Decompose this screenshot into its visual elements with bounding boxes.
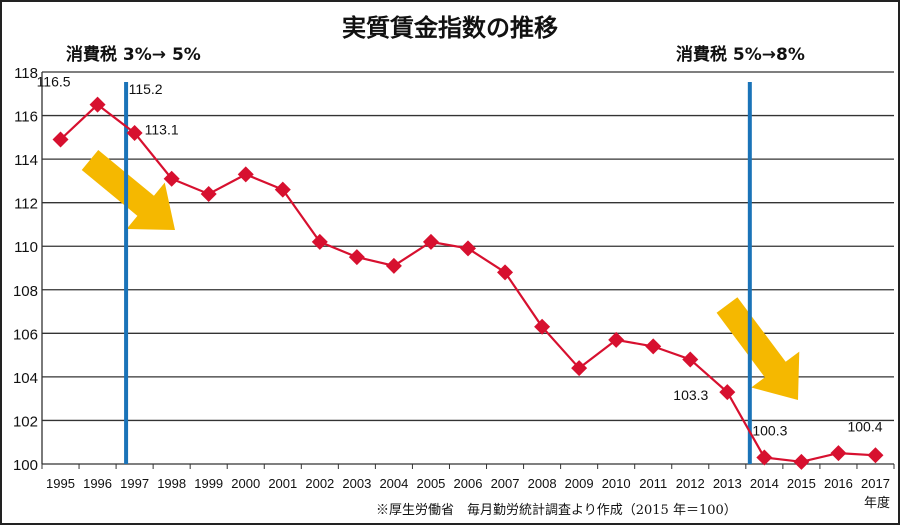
data-point-2008 [534,318,551,335]
data-point-2005 [422,233,439,250]
trend-arrow-icon [716,297,800,400]
annotation-tax-2: 消費税 5%→8% [676,44,805,65]
data-point-2000 [237,166,254,183]
data-label: 116.5 [37,74,71,90]
x-tick-label: 2017 [861,476,890,491]
y-tick-label: 118 [14,65,38,82]
annotation-tax-1: 消費税 3%→ 5% [66,44,201,65]
data-label: 113.1 [145,122,179,138]
y-tick-label: 110 [14,239,38,256]
x-tick-label: 1997 [120,476,149,491]
data-point-2006 [460,240,476,257]
x-tick-label: 2005 [416,476,445,491]
x-tick-label: 2011 [639,476,667,491]
data-point-2013 [719,384,736,401]
x-tick-label: 2008 [528,476,557,491]
x-tick-label: 2006 [454,476,483,491]
data-point-2001 [274,181,291,198]
data-point-2014 [756,449,773,466]
source-note: ※厚生労働省 毎月勤労統計調査より作成（2015 年＝100） [376,502,737,518]
data-point-1999 [200,185,217,202]
y-tick-label: 102 [13,413,38,430]
y-tick-label: 104 [13,370,38,387]
data-point-2004 [385,257,402,274]
data-point-2009 [571,360,588,377]
data-point-2016 [830,445,847,462]
data-point-2015 [793,453,810,470]
data-point-2007 [497,264,514,281]
data-point-2002 [311,233,328,250]
y-tick-label: 116 [14,109,38,126]
data-point-2010 [608,331,625,348]
x-tick-label: 2015 [787,476,816,491]
x-tick-label: 1999 [194,476,223,491]
data-point-2012 [682,351,699,368]
y-tick-label: 114 [14,152,38,169]
x-tick-label: 2009 [565,476,594,491]
y-tick-label: 106 [13,326,38,343]
data-point-1997 [126,124,143,141]
y-tick-label: 108 [13,283,38,300]
x-tick-label: 2014 [750,476,779,491]
x-tick-label: 2000 [231,476,260,491]
data-point-1998 [163,170,180,187]
y-tick-label: 112 [14,196,38,213]
x-tick-label: 2001 [268,476,297,491]
x-tick-label: 2016 [824,476,853,491]
data-point-2011 [645,338,662,355]
x-tick-label: 1996 [83,476,112,491]
trend-arrow-icon [81,149,175,230]
data-point-2003 [348,249,365,266]
x-tick-label: 2010 [602,476,631,491]
x-tick-label: 2003 [342,476,371,491]
x-tick-label: 1995 [46,476,75,491]
data-point-1996 [89,96,106,113]
data-point-1995 [52,131,69,148]
data-label: 103.3 [673,387,708,403]
x-tick-label: 2012 [676,476,705,491]
x-tick-label: 1998 [157,476,186,491]
data-label: 100.3 [752,422,787,438]
chart-title: 実質賃金指数の推移 [342,14,558,42]
x-tick-label: 2002 [305,476,334,491]
data-label: 115.2 [129,81,163,97]
series-line [59,103,876,463]
data-label: 100.4 [847,418,882,434]
x-tick-label: 2004 [379,476,408,491]
y-tick-label: 100 [13,457,38,474]
data-point-2017 [867,447,884,464]
x-tick-label: 2013 [713,476,742,491]
x-axis-label: 年度 [864,495,890,510]
x-tick-label: 2007 [491,476,520,491]
